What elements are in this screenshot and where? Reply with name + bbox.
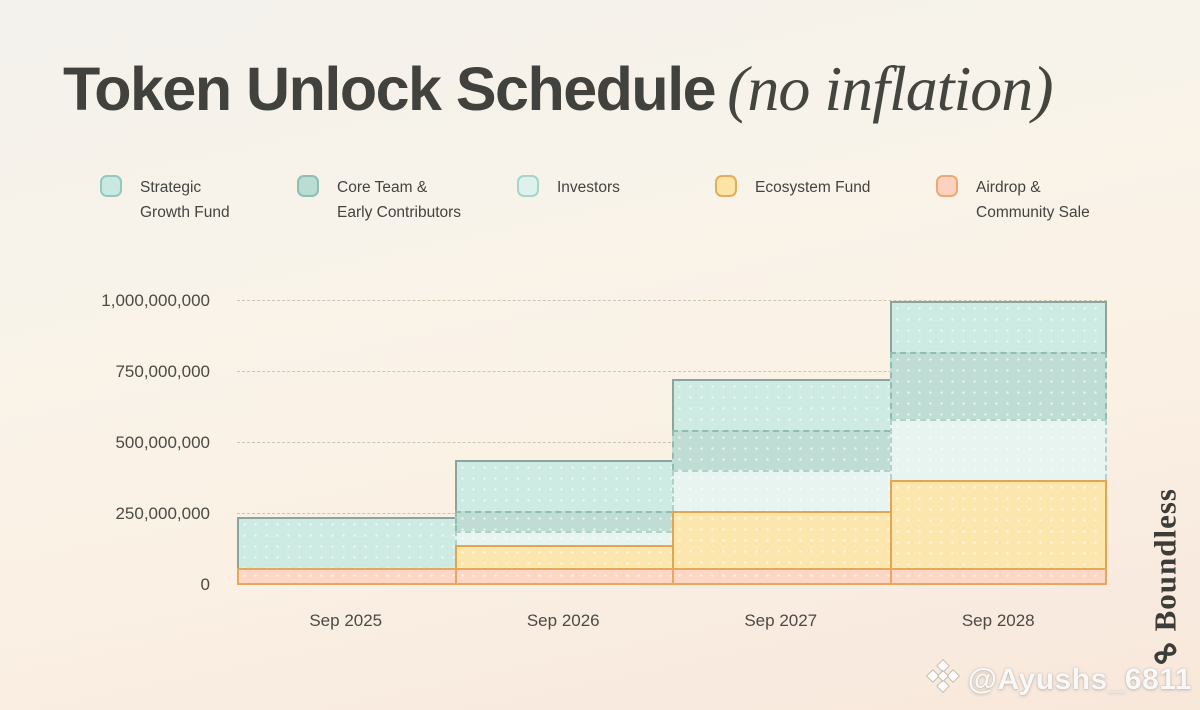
- legend-label-ecosystem-fund: Ecosystem Fund: [755, 179, 871, 196]
- legend-label-core-team-early-contributors: Core Team & Early Contributors: [337, 179, 462, 221]
- legend-item-core-team-early-contributors: Core Team & Early Contributors: [297, 174, 461, 225]
- page-title-main: Token Unlock Schedule: [63, 55, 717, 123]
- stack-segment-airdrop-community-sale: [237, 567, 455, 585]
- stack-segment-core-team-early-contributors: [672, 430, 890, 470]
- author-watermark: @Ayushs_6811: [925, 658, 1192, 702]
- legend-swatch-investors: [517, 175, 539, 197]
- stack-segment-investors: [672, 469, 890, 512]
- legend-swatch-airdrop-community-sale: [936, 175, 958, 197]
- stack-segment-airdrop-community-sale: [672, 567, 890, 585]
- legend-swatch-core-team-early-contributors: [297, 175, 319, 197]
- y-axis-tick-label: 500,000,000: [115, 433, 210, 452]
- stack-segment-strategic-growth-fund: [889, 301, 1107, 353]
- stack-segment-ecosystem-fund: [889, 479, 1107, 568]
- brand-signature: Boundless: [1147, 488, 1184, 670]
- stack-segment-strategic-growth-fund: [454, 460, 672, 512]
- legend-item-airdrop-community-sale: Airdrop & Community Sale: [936, 174, 1090, 225]
- stack-segment-strategic-growth-fund: [672, 379, 890, 431]
- y-gridline: [237, 300, 1107, 301]
- stack-segment-airdrop-community-sale: [889, 567, 1107, 585]
- stack-segment-ecosystem-fund: [454, 545, 672, 568]
- x-axis-tick-label: Sep 2026: [526, 611, 600, 630]
- legend-label-investors: Investors: [557, 179, 620, 196]
- legend-label-strategic-growth-fund: Strategic Growth Fund: [140, 179, 230, 221]
- stack-segment-core-team-early-contributors: [454, 511, 672, 532]
- page-title: Token Unlock Schedule (no inflation): [63, 52, 1054, 126]
- stack-segment-investors: [889, 418, 1107, 480]
- x-axis-tick-label: Sep 2025: [309, 611, 383, 630]
- author-handle: @Ayushs_6811: [967, 663, 1192, 696]
- y-axis-tick-label: 750,000,000: [115, 362, 210, 381]
- x-axis-tick-label: Sep 2028: [961, 611, 1035, 630]
- legend-label-airdrop-community-sale: Airdrop & Community Sale: [976, 179, 1090, 221]
- legend-item-strategic-growth-fund: Strategic Growth Fund: [100, 174, 230, 225]
- y-gridline: [237, 371, 1107, 372]
- stack-segment-core-team-early-contributors: [889, 352, 1107, 419]
- y-axis-tick-label: 0: [200, 575, 210, 594]
- legend-swatch-strategic-growth-fund: [100, 175, 122, 197]
- legend-item-investors: Investors: [517, 174, 620, 200]
- legend-swatch-ecosystem-fund: [715, 175, 737, 197]
- boundless-knot-icon: [1143, 632, 1187, 674]
- stack-segment-investors: [454, 531, 672, 546]
- y-axis-tick-label: 1,000,000,000: [101, 291, 210, 310]
- x-axis-tick-label: Sep 2027: [744, 611, 818, 630]
- y-axis-tick-label: 250,000,000: [115, 504, 210, 523]
- stack-segment-airdrop-community-sale: [454, 567, 672, 585]
- stack-segment-strategic-growth-fund: [237, 516, 455, 568]
- stack-segment-ecosystem-fund: [672, 511, 890, 568]
- legend-item-ecosystem-fund: Ecosystem Fund: [715, 174, 870, 200]
- brand-name: Boundless: [1147, 487, 1183, 631]
- binance-diamond-icon: [925, 658, 961, 702]
- page-title-suffix: (no inflation): [727, 53, 1054, 124]
